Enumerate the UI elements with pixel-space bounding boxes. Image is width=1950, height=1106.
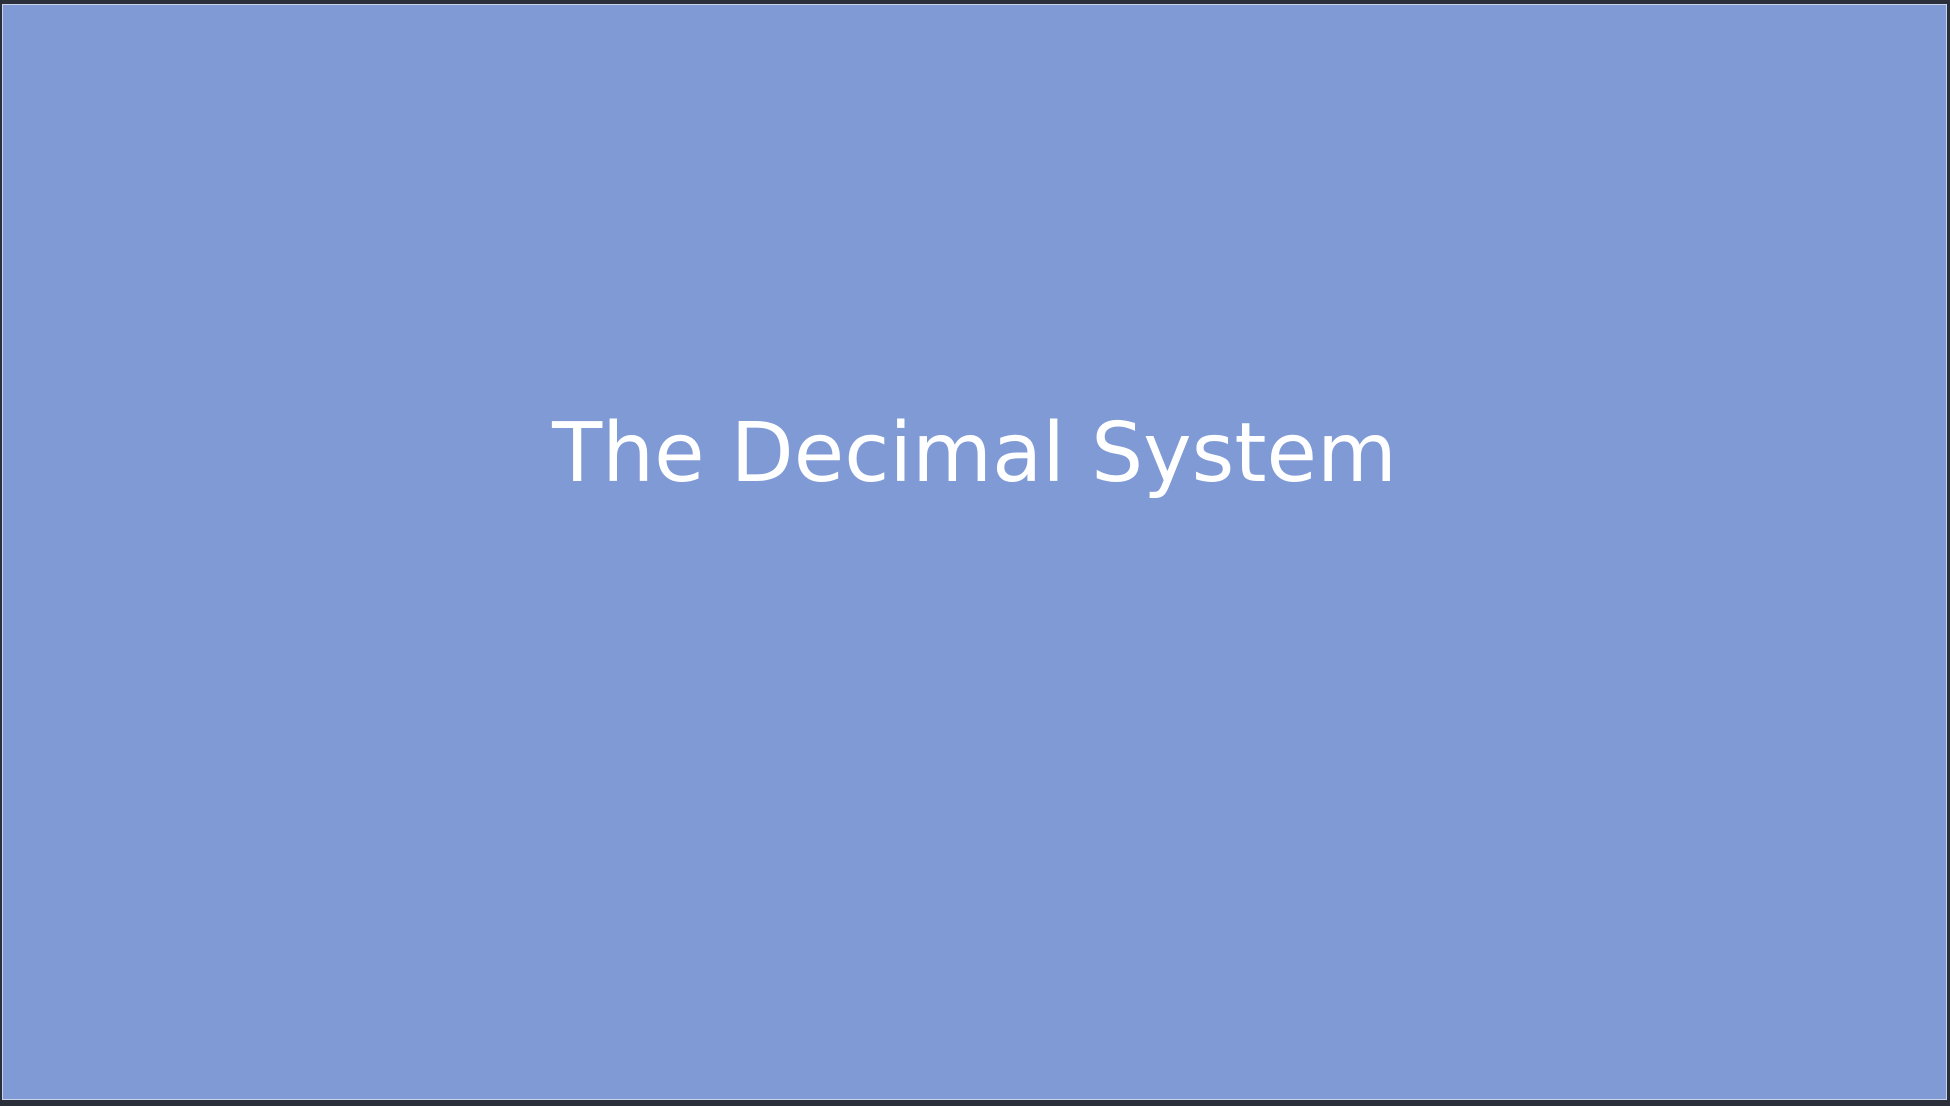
slide-title[interactable]: The Decimal System [552,406,1397,501]
slide-canvas[interactable]: The Decimal System [2,4,1947,1100]
